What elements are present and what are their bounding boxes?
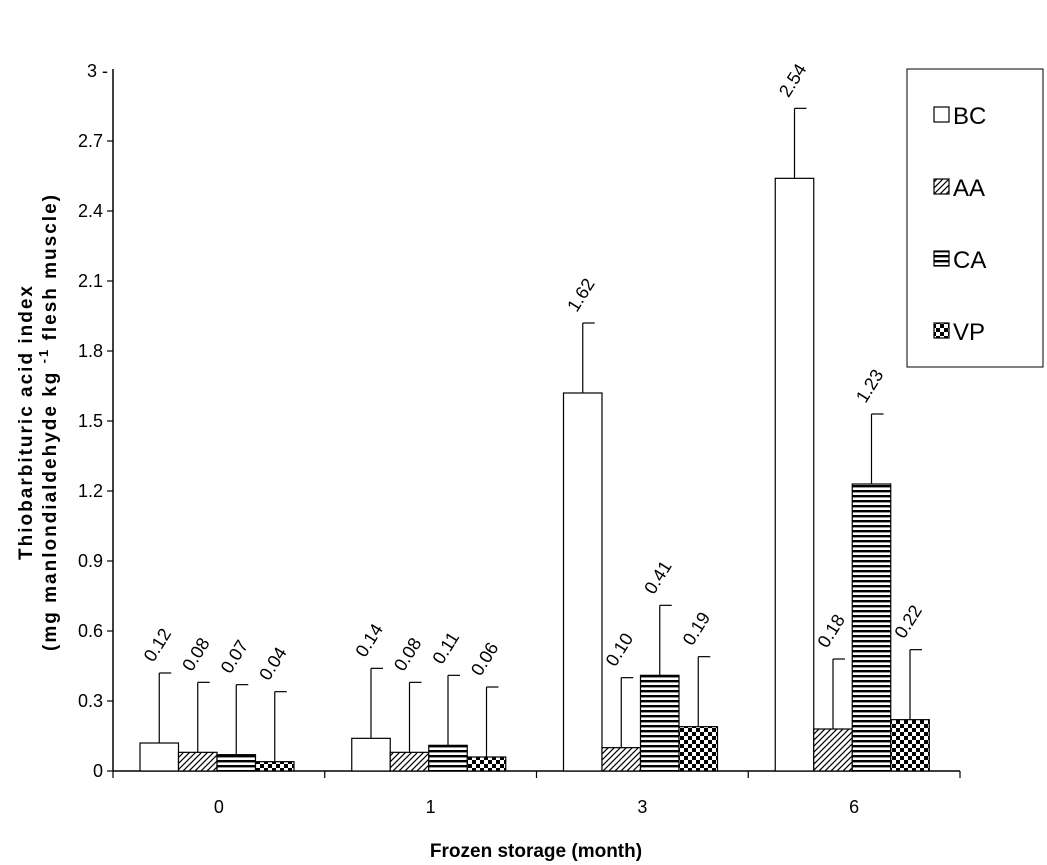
x-tick-label: 0 xyxy=(214,797,224,817)
bar-ca xyxy=(851,483,892,772)
x-axis-title: Frozen storage (month) xyxy=(430,841,642,862)
data-label-vp: 0.19 xyxy=(679,608,715,648)
data-label-aa: 0.08 xyxy=(178,634,214,674)
bar-bc xyxy=(351,737,391,772)
legend-swatch-ca xyxy=(933,250,950,267)
y-tick-label: 1.2 xyxy=(78,481,103,501)
data-label-ca: 1.23 xyxy=(852,366,888,406)
y-tick-label: 0.3 xyxy=(78,691,103,711)
bar-ca xyxy=(428,744,468,772)
legend: BC AA CA VP xyxy=(906,68,1044,368)
bar-vp xyxy=(678,726,719,772)
legend-swatch-aa xyxy=(933,178,950,195)
data-label-aa: 0.18 xyxy=(813,611,849,651)
svg-text:Thiobarbituric acid index: Thiobarbituric acid index xyxy=(16,284,37,560)
y-axis-title-sup: -1 xyxy=(36,348,51,364)
x-tick-label: 6 xyxy=(849,797,859,817)
data-label-bc: 2.54 xyxy=(775,60,811,100)
y-tick-label: 1.5 xyxy=(78,411,103,431)
bar-ca xyxy=(639,674,680,772)
bar-aa xyxy=(389,751,430,772)
data-label-ca: 0.11 xyxy=(428,628,463,667)
data-label-aa: 0.10 xyxy=(602,629,638,669)
legend-swatch-vp xyxy=(933,322,950,339)
bar-vp xyxy=(466,756,507,772)
bar-bc xyxy=(562,392,603,772)
y-tick-label: 0.9 xyxy=(78,551,103,571)
y-axis-title-units: (mg manlondialdehyde kg xyxy=(40,371,61,651)
data-label-bc: 1.62 xyxy=(563,275,599,315)
bars xyxy=(139,177,930,772)
legend-swatch-bc xyxy=(933,106,950,123)
y-ticks: 0 0.3 0.6 0.9 1.2 1.5 1.8 2.1 2.4 2.7 3 - xyxy=(78,61,113,781)
data-label-bc: 0.14 xyxy=(351,620,387,660)
y-tick-label: 0 xyxy=(93,761,103,781)
y-tick-label: 2.4 xyxy=(78,201,103,221)
bar-ca xyxy=(216,754,257,772)
y-axis-title: Thiobarbituric acid index (mg manlondial… xyxy=(16,193,61,651)
data-label-vp: 0.04 xyxy=(255,643,291,683)
y-tick-label: 1.8 xyxy=(78,341,103,361)
bar-aa xyxy=(177,751,218,772)
bar-bc xyxy=(774,177,815,772)
y-axis-title-units-tail: flesh muscle) xyxy=(40,193,61,340)
error-bars xyxy=(158,107,922,762)
bar-vp xyxy=(890,719,930,772)
x-tick-label: 1 xyxy=(426,797,436,817)
svg-text:(mg manlondialdehyde kg: (mg manlondialdehyde kg -1 flesh muscle) xyxy=(32,193,61,651)
y-tick-label: 2.1 xyxy=(78,271,103,291)
legend-label-bc: BC xyxy=(953,103,986,130)
legend-label-ca: CA xyxy=(953,247,986,274)
data-label-vp: 0.06 xyxy=(467,639,503,679)
legend-label-vp: VP xyxy=(953,319,985,346)
y-tick-label: 0.6 xyxy=(78,621,103,641)
data-label-aa: 0.08 xyxy=(390,634,426,674)
x-ticks: 0 1 3 6 xyxy=(112,771,961,817)
bar-vp xyxy=(254,761,295,772)
data-label-vp: 0.22 xyxy=(890,601,926,641)
x-tick-label: 3 xyxy=(637,797,647,817)
bar-aa xyxy=(601,747,642,772)
bar-aa xyxy=(813,728,853,772)
data-label-bc: 0.12 xyxy=(140,625,176,665)
legend-box xyxy=(906,68,1044,368)
data-label-ca: 0.07 xyxy=(217,636,253,676)
bar-bc xyxy=(139,742,180,772)
legend-label-aa: AA xyxy=(953,175,985,202)
y-axis-title-main: Thiobarbituric acid index xyxy=(16,284,37,560)
y-tick-label: 2.7 xyxy=(78,131,103,151)
data-label-ca: 0.41 xyxy=(640,557,676,597)
y-tick-label: 3 - xyxy=(87,61,108,81)
